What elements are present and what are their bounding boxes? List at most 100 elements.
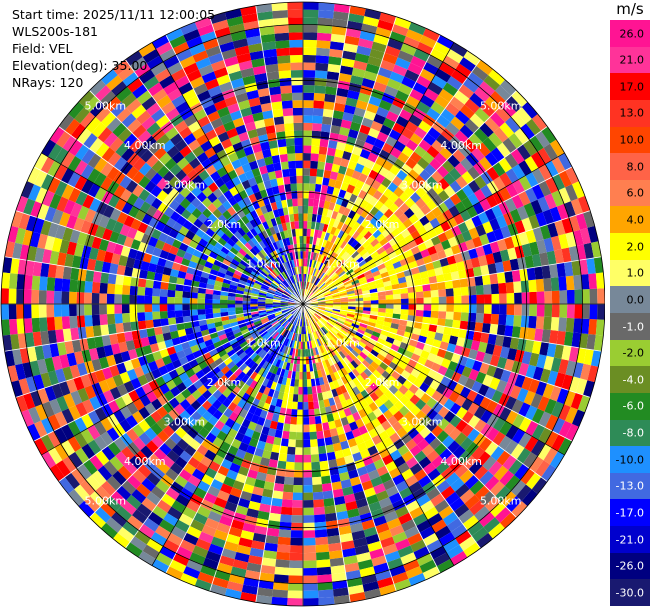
ppi-cell	[349, 476, 362, 487]
ppi-cell	[324, 240, 331, 249]
ppi-cell	[359, 512, 373, 523]
ppi-cell	[277, 326, 284, 334]
ppi-cell	[262, 343, 270, 351]
ppi-cell	[243, 314, 252, 320]
ppi-cell	[261, 148, 272, 159]
ppi-cell	[427, 512, 443, 527]
ppi-cell	[115, 142, 130, 157]
ppi-cell	[94, 335, 104, 348]
ppi-cell	[204, 261, 214, 269]
ppi-cell	[181, 433, 194, 445]
ppi-cell	[518, 160, 532, 176]
ppi-cell	[334, 180, 343, 190]
ppi-cell	[290, 316, 296, 324]
ppi-cell	[432, 339, 442, 349]
ppi-cell	[127, 515, 144, 530]
ppi-cell	[288, 285, 295, 293]
ppi-cell	[238, 537, 253, 548]
ppi-cell	[365, 63, 380, 75]
colorbar-tick-label: -6.0	[622, 399, 644, 413]
ppi-cell	[303, 236, 307, 244]
ppi-cell	[221, 48, 237, 60]
ppi-cell	[27, 166, 41, 185]
ppi-cell	[479, 102, 496, 118]
ppi-cell	[439, 341, 449, 351]
ppi-cell	[397, 252, 407, 262]
ppi-cell	[211, 366, 221, 376]
ppi-cell	[425, 175, 438, 188]
ppi-cell	[275, 313, 283, 318]
ppi-cell	[534, 328, 544, 342]
ppi-cell	[376, 337, 386, 346]
ppi-cell	[176, 546, 193, 560]
ppi-cell	[121, 304, 130, 314]
ppi-cell	[340, 119, 352, 129]
ppi-cell	[273, 374, 280, 383]
ppi-cell	[529, 352, 540, 367]
ppi-cell	[331, 337, 339, 346]
ppi-cell	[206, 203, 218, 214]
ppi-cell	[254, 265, 262, 273]
ppi-cell	[152, 209, 164, 221]
ppi-cell	[323, 398, 331, 408]
ppi-cell	[341, 348, 349, 357]
ppi-cell	[399, 394, 410, 406]
ppi-cell	[253, 225, 262, 235]
ppi-cell	[434, 95, 450, 109]
ppi-cell	[253, 320, 262, 326]
ppi-cell	[288, 306, 297, 311]
ppi-cell	[385, 485, 399, 498]
ppi-cell	[287, 446, 296, 455]
ppi-cell	[137, 374, 149, 387]
ppi-cell	[113, 243, 124, 256]
range-ring	[78, 79, 528, 529]
ppi-cell	[289, 276, 294, 284]
ppi-cell	[231, 202, 242, 213]
ppi-cell	[271, 596, 288, 606]
ppi-cell	[449, 414, 462, 428]
ppi-cell	[129, 294, 138, 304]
ppi-cell	[499, 122, 515, 138]
ppi-cell	[80, 164, 95, 180]
ppi-cell	[67, 420, 81, 437]
ppi-cell	[237, 99, 251, 111]
ppi-cell	[409, 394, 421, 406]
ppi-cell	[382, 160, 394, 172]
ppi-cell	[229, 284, 238, 290]
ppi-cell	[299, 334, 302, 342]
ppi-cell	[351, 368, 361, 378]
ppi-cell	[468, 285, 477, 296]
ppi-cell	[208, 237, 218, 247]
ppi-cell	[511, 326, 521, 339]
ppi-cell	[581, 304, 590, 320]
ppi-cell	[137, 221, 149, 234]
ppi-cell	[489, 501, 506, 518]
ppi-cell	[167, 506, 183, 520]
ppi-cell	[123, 359, 134, 372]
ppi-cell	[363, 70, 378, 82]
ppi-cell	[207, 192, 218, 204]
ppi-cell	[367, 234, 376, 244]
ppi-cell	[413, 347, 423, 357]
ppi-cell	[84, 281, 93, 293]
ppi-cell	[453, 382, 465, 395]
ppi-cell	[331, 346, 339, 355]
ppi-cell	[107, 323, 117, 335]
ppi-cell	[389, 524, 405, 537]
ppi-cell	[318, 304, 326, 307]
ppi-cell	[316, 245, 322, 254]
ppi-cell	[447, 154, 461, 168]
ppi-cell	[454, 201, 467, 214]
ppi-cell	[359, 448, 371, 460]
ppi-cell	[174, 475, 188, 488]
ppi-cell	[439, 448, 453, 462]
ppi-cell	[457, 143, 472, 158]
ppi-cell	[404, 120, 419, 134]
ppi-cell	[336, 283, 345, 289]
ppi-cell	[95, 450, 110, 466]
ppi-cell	[271, 340, 279, 349]
ppi-cell	[59, 239, 70, 254]
ppi-cell	[342, 263, 350, 271]
ppi-cell	[254, 150, 264, 161]
ppi-cell	[454, 130, 469, 144]
